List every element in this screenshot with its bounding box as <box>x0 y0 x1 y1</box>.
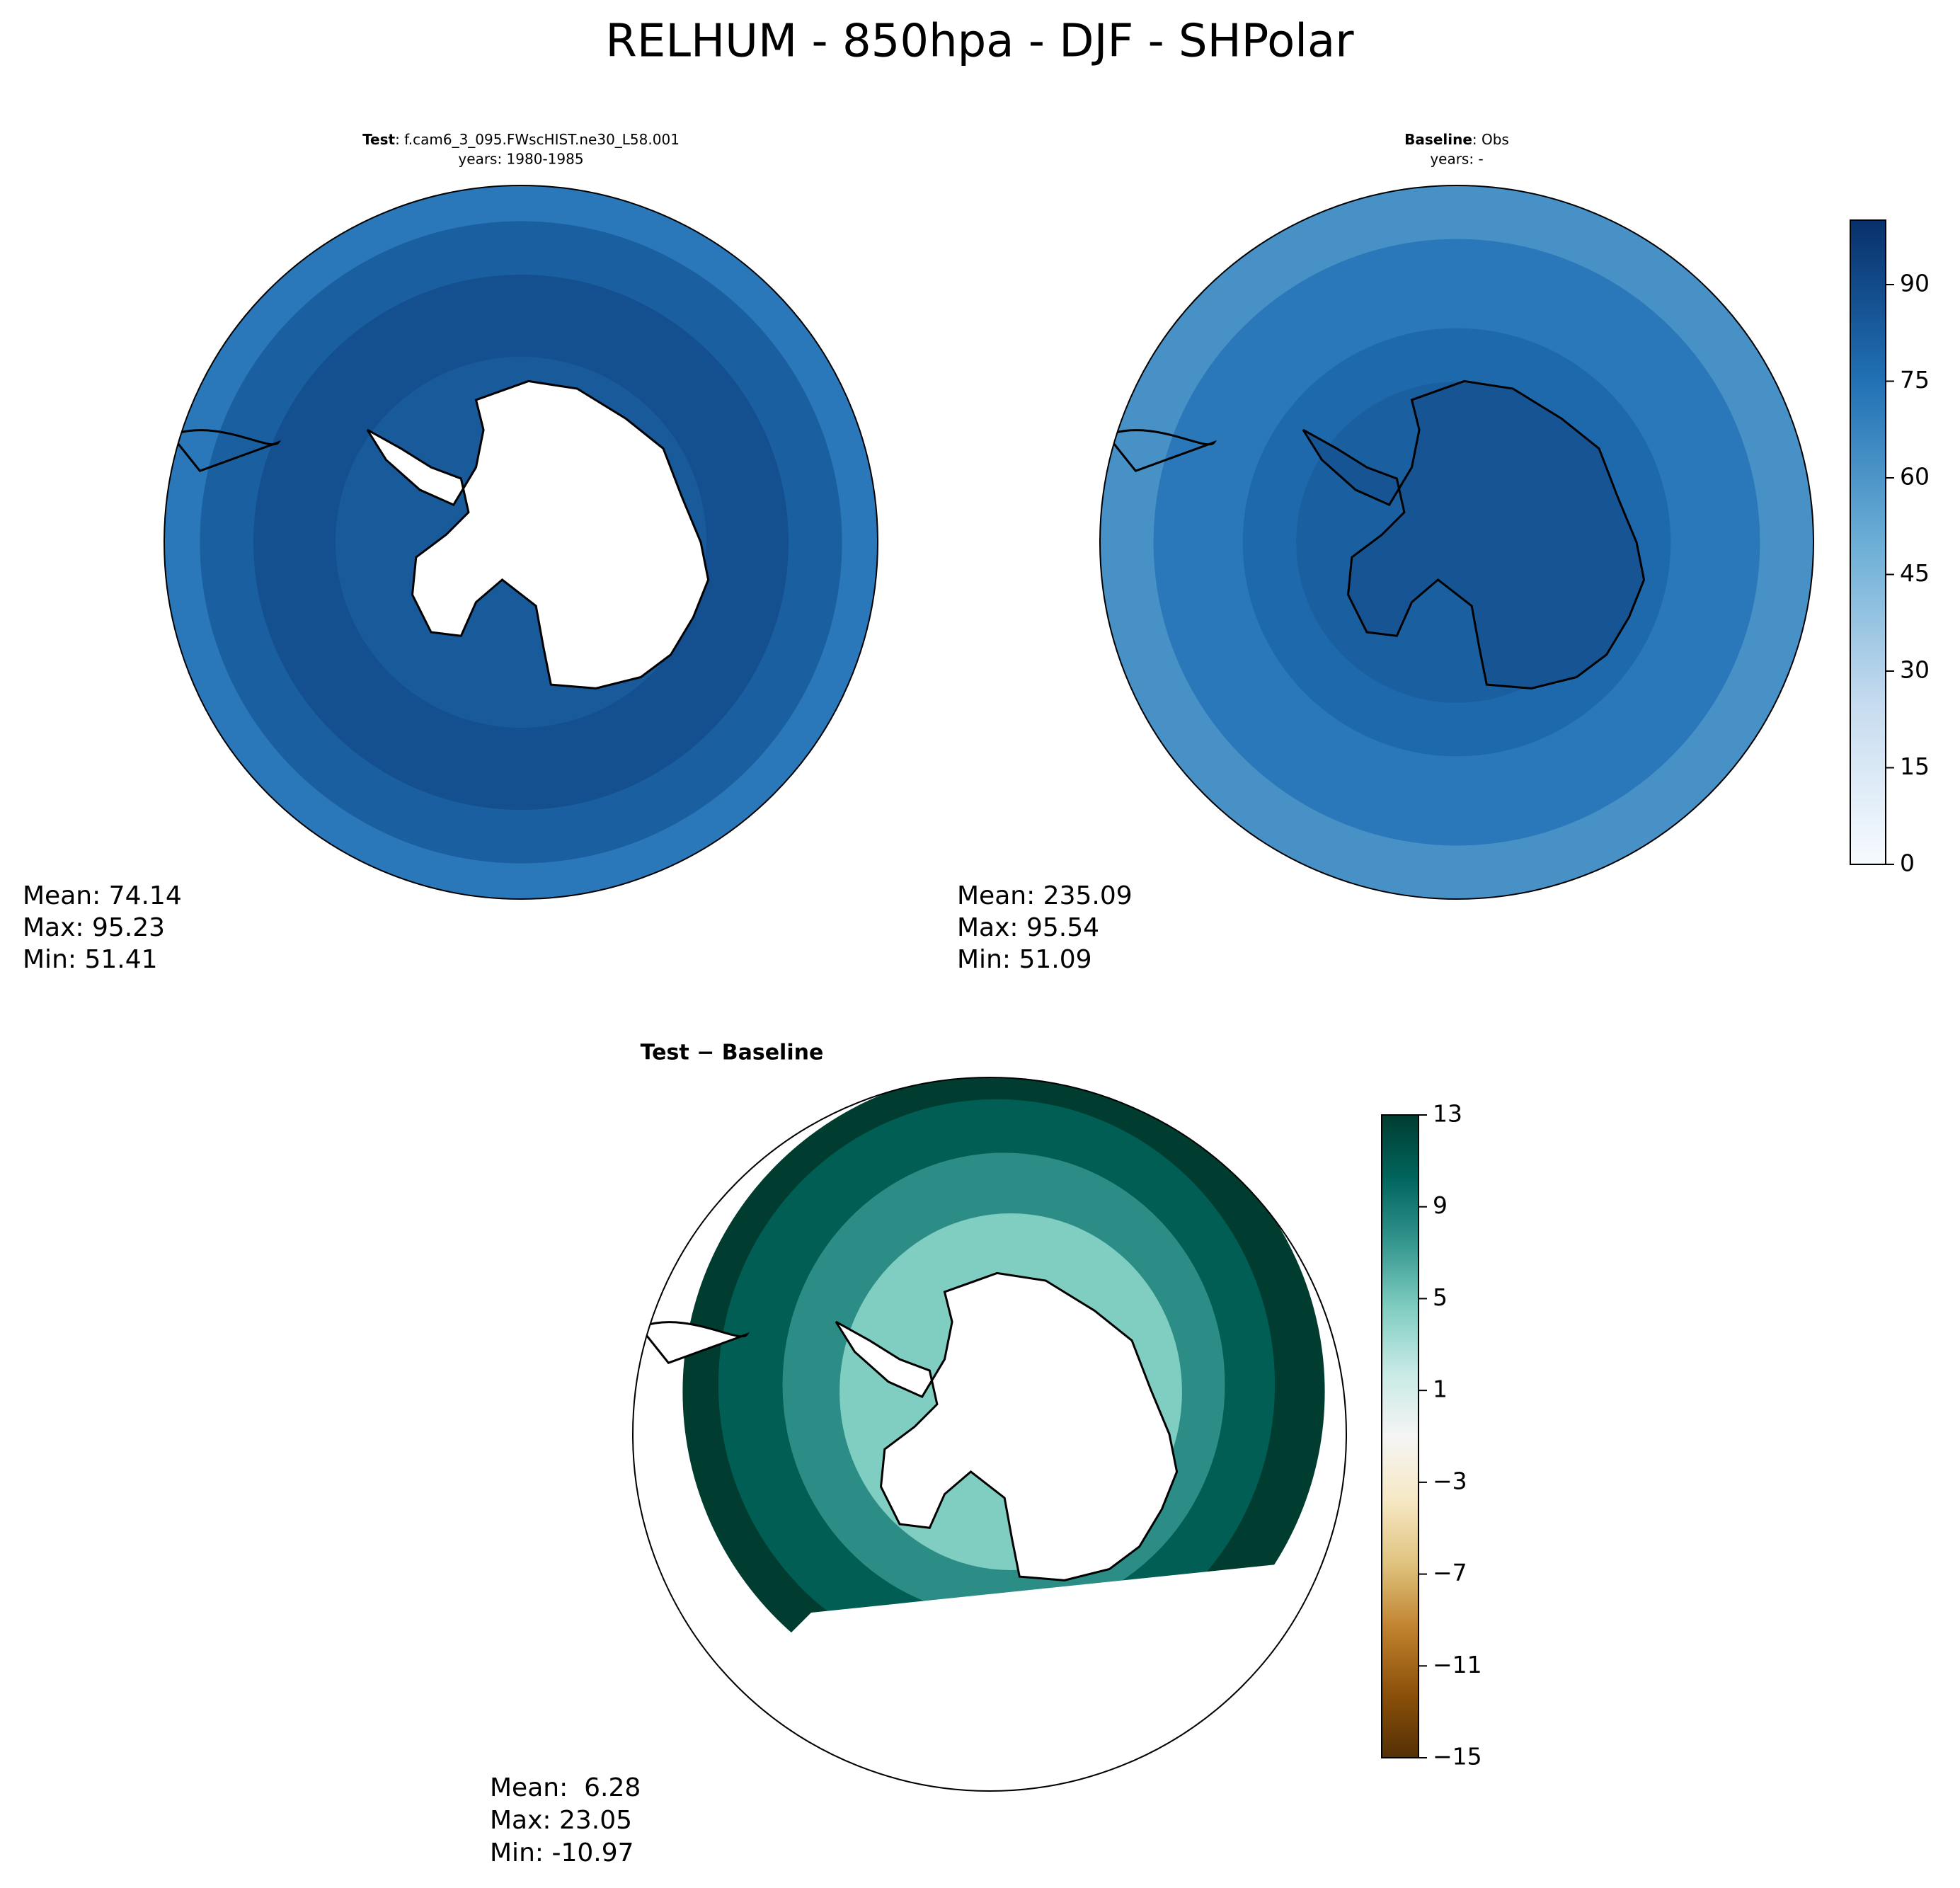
map <box>164 185 878 899</box>
panel-label: Test <box>362 131 395 148</box>
panel-title: Baseline: Obs <box>1404 131 1509 148</box>
tick-label: 13 <box>1433 1100 1462 1128</box>
tick-label: 5 <box>1433 1283 1448 1311</box>
land <box>1302 379 1646 690</box>
figure-title: RELHUM - 850hpa - DJF - SHPolar <box>605 16 1354 68</box>
panel-label: Baseline <box>1404 131 1472 148</box>
tick-label: −3 <box>1433 1467 1467 1494</box>
stat: Mean: 74.14 <box>23 881 182 910</box>
tick-label: 0 <box>1900 849 1915 877</box>
land <box>638 1321 750 1364</box>
tick-label: −11 <box>1433 1651 1482 1678</box>
land <box>835 1271 1179 1581</box>
stat: Min: -10.97 <box>490 1838 634 1867</box>
panel-case: : f.cam6_3_095.FWscHIST.ne30_L58.001 <box>395 131 680 148</box>
land <box>366 379 710 690</box>
panel-years: years: - <box>1430 151 1483 168</box>
map-border <box>1099 185 1814 900</box>
stat: Max: 95.54 <box>957 913 1099 942</box>
tick-label: 1 <box>1433 1375 1448 1403</box>
tick-label: 75 <box>1900 366 1930 394</box>
map-border <box>164 185 878 900</box>
tick-label: 15 <box>1900 753 1930 780</box>
tick-label: −15 <box>1433 1743 1482 1770</box>
panel-title: Test − Baseline <box>641 1041 824 1065</box>
stat: Min: 51.41 <box>23 945 158 974</box>
tick-label: 60 <box>1900 463 1930 491</box>
land <box>1105 429 1217 472</box>
tick-label: 9 <box>1433 1191 1448 1219</box>
colorbar <box>1381 1114 1419 1758</box>
map <box>1100 185 1813 899</box>
tick-label: 30 <box>1900 656 1930 684</box>
map <box>633 1077 1346 1791</box>
panel-title: Test: f.cam6_3_095.FWscHIST.ne30_L58.001 <box>362 131 680 148</box>
tick-label: 45 <box>1900 559 1930 587</box>
panel-years: years: 1980-1985 <box>458 151 583 168</box>
stat: Min: 51.09 <box>957 945 1092 974</box>
tick-label: 90 <box>1900 270 1930 297</box>
stat: Max: 23.05 <box>490 1806 632 1835</box>
stat: Max: 95.23 <box>23 913 165 942</box>
contour <box>633 1559 1346 1791</box>
panel-case: : Obs <box>1472 131 1509 148</box>
map-border <box>632 1077 1347 1792</box>
stat: Mean: 235.09 <box>957 881 1133 910</box>
land <box>169 429 282 472</box>
stat: Mean: 6.28 <box>490 1773 641 1802</box>
colorbar <box>1850 219 1886 865</box>
tick-label: −7 <box>1433 1559 1467 1586</box>
